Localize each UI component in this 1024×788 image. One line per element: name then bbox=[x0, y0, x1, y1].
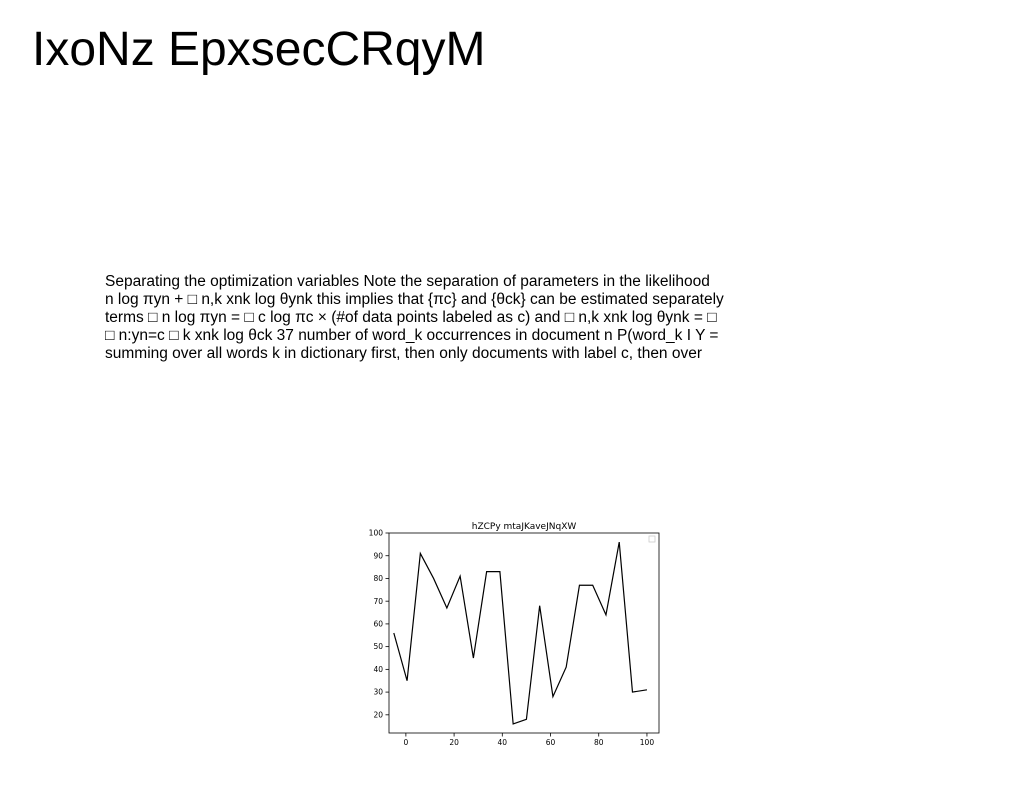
paragraph-line: Separating the optimization variables No… bbox=[105, 273, 710, 290]
x-tick-label: 60 bbox=[546, 738, 556, 747]
chart-axes bbox=[388, 532, 660, 734]
chart-legend bbox=[648, 535, 656, 543]
y-tick-label: 40 bbox=[373, 665, 383, 674]
y-tick-label: 90 bbox=[373, 551, 383, 560]
series-line bbox=[393, 541, 648, 725]
plot-frame bbox=[388, 532, 660, 734]
x-tick-label: 0 bbox=[403, 738, 408, 747]
chart-series bbox=[393, 541, 648, 725]
y-tick-label: 30 bbox=[373, 688, 383, 697]
body-paragraph: Separating the optimization variables No… bbox=[105, 273, 765, 363]
paragraph-line: terms □ n log πyn = □ c log πc × (#of da… bbox=[105, 309, 717, 326]
y-tick-label: 70 bbox=[373, 597, 383, 606]
y-tick-label: 20 bbox=[373, 710, 383, 719]
y-tick-label: 50 bbox=[373, 642, 383, 651]
y-tick-label: 60 bbox=[373, 620, 383, 629]
paragraph-line: n log πyn + □ n,k xnk log θynk this impl… bbox=[105, 291, 724, 308]
page-title: IxoNz EpxsecCRqyM bbox=[32, 23, 486, 76]
x-tick-label: 100 bbox=[640, 738, 655, 747]
paragraph-line: □ n:yn=c □ k xnk log θck 37 number of wo… bbox=[105, 327, 719, 344]
chart-title: hZCPy mtaJKaveJNqXW bbox=[472, 522, 577, 532]
chart-ticks: 0 20 40 60 80 100 20 30 40 50 60 70 80 90 100 bbox=[369, 529, 655, 747]
line-chart: hZCPy mtaJKaveJNqXW 0 20 40 60 80 100 20 30 40 50… bbox=[356, 516, 676, 752]
paragraph-line: summing over all words k in dictionary f… bbox=[105, 345, 703, 362]
x-tick-label: 20 bbox=[449, 738, 459, 747]
chart-canvas: hZCPy mtaJKaveJNqXW 0 20 40 60 80 100 20 30 40 50… bbox=[369, 522, 660, 747]
x-tick-label: 80 bbox=[594, 738, 604, 747]
y-tick-label: 100 bbox=[369, 529, 384, 538]
x-tick-label: 40 bbox=[498, 738, 508, 747]
y-tick-label: 80 bbox=[373, 574, 383, 583]
